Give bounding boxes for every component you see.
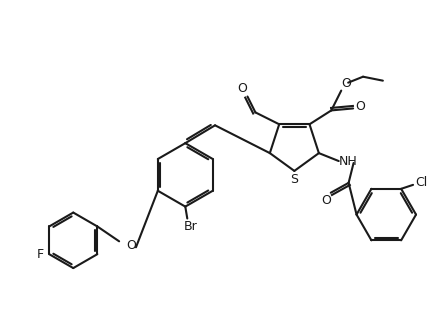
Text: O: O xyxy=(238,82,247,95)
Text: NH: NH xyxy=(339,154,358,168)
Text: O: O xyxy=(126,239,136,252)
Text: O: O xyxy=(355,100,365,113)
Text: F: F xyxy=(37,248,44,261)
Text: O: O xyxy=(341,77,351,90)
Text: Cl: Cl xyxy=(415,176,427,189)
Text: O: O xyxy=(321,194,331,207)
Text: Br: Br xyxy=(183,220,197,233)
Text: S: S xyxy=(290,173,298,186)
